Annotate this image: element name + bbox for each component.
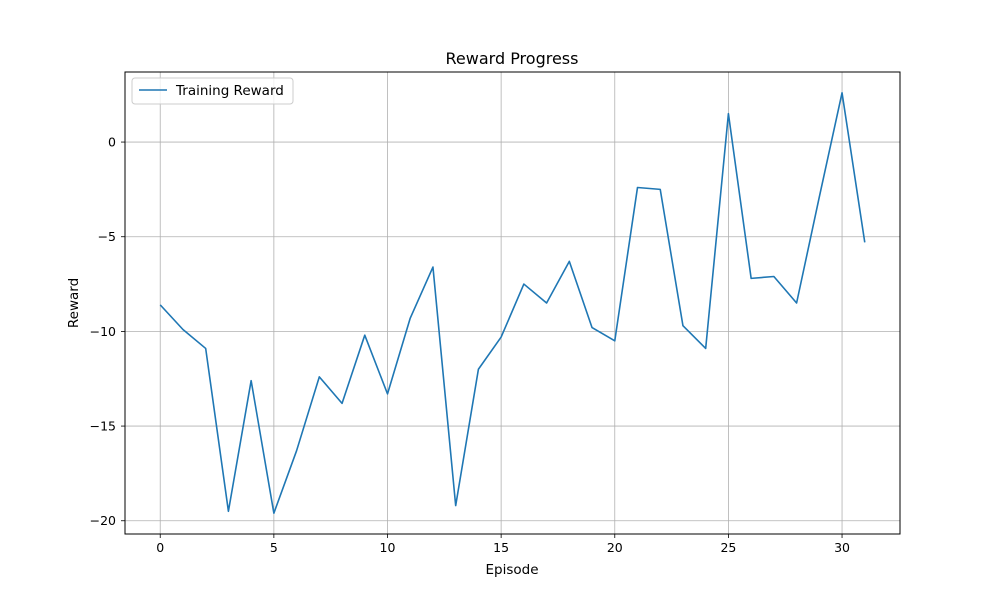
data-point [409,317,411,319]
y-tick-label: 0 [108,135,116,150]
data-point [227,510,229,512]
axis-ticks: 0 5 10 15 20 25 30 0 −5 −10 −15 −20 [90,135,850,555]
data-point [818,196,820,198]
y-axis-title: Reward [66,278,82,328]
data-point [545,302,547,304]
data-point [704,347,706,349]
data-point [659,188,661,190]
data-point [386,393,388,395]
chart-title: Reward Progress [446,49,579,68]
data-point [750,277,752,279]
data-point [773,275,775,277]
x-tick-label: 20 [607,540,623,555]
data-point [500,336,502,338]
series-layer [159,92,866,514]
data-point [568,260,570,262]
x-tick-label: 5 [270,540,278,555]
x-tick-label: 15 [493,540,509,555]
x-tick-label: 10 [380,540,396,555]
data-point [182,328,184,330]
x-tick-label: 0 [156,540,164,555]
data-point [864,241,866,243]
data-point [273,512,275,514]
data-point [614,340,616,342]
x-tick-label: 30 [834,540,850,555]
data-point [682,325,684,327]
y-tick-label: −10 [90,324,116,339]
data-point [318,376,320,378]
data-point [204,347,206,349]
legend: Training Reward [131,77,294,105]
data-point [159,304,161,306]
data-point [295,449,297,451]
plot-area-frame [124,71,901,535]
data-point [727,112,729,114]
data-point [250,379,252,381]
data-point [636,186,638,188]
legend-box [131,77,294,105]
x-axis-title: Episode [485,562,538,578]
data-point [341,402,343,404]
data-point [432,266,434,268]
data-point [523,283,525,285]
data-point [454,504,456,506]
grid-lines [125,72,900,534]
data-point [591,326,593,328]
y-tick-label: −5 [98,229,116,244]
data-point [477,368,479,370]
x-tick-label: 25 [720,540,736,555]
legend-label-training-reward: Training Reward [175,83,284,99]
data-point [795,302,797,304]
data-point [364,334,366,336]
data-point [841,92,843,94]
y-tick-label: −15 [90,419,116,434]
series-line-training-reward [159,92,866,514]
y-tick-label: −20 [90,513,116,528]
